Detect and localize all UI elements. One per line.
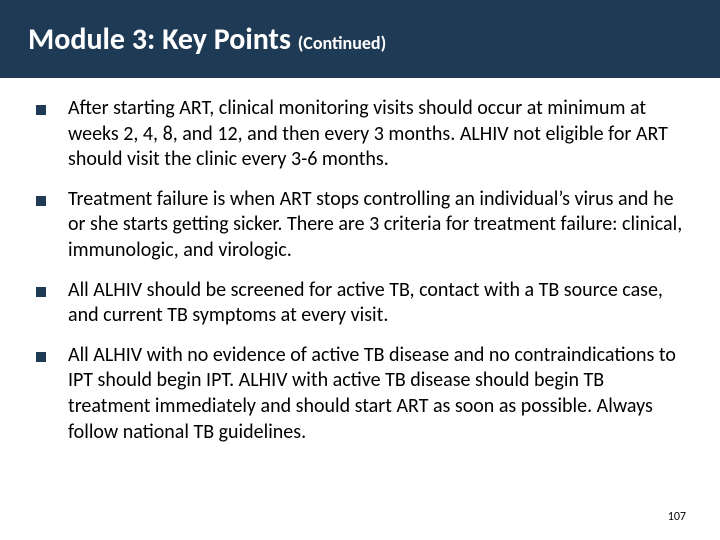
slide-header: Module 3: Key Points (Continued) [0,0,720,78]
square-bullet-icon [36,105,46,115]
bullet-list: After starting ART, clinical monitoring … [36,96,684,445]
list-item: All ALHIV with no evidence of active TB … [36,343,684,445]
title-sub: (Continued) [298,32,387,54]
list-item: All ALHIV should be screened for active … [36,278,684,329]
slide-title: Module 3: Key Points (Continued) [28,21,386,58]
list-item: Treatment failure is when ART stops cont… [36,187,684,264]
square-bullet-icon [36,352,46,362]
square-bullet-icon [36,196,46,206]
slide-body: After starting ART, clinical monitoring … [0,78,720,445]
bullet-text: All ALHIV with no evidence of active TB … [68,343,684,445]
bullet-text: All ALHIV should be screened for active … [68,278,684,329]
square-bullet-icon [36,287,46,297]
list-item: After starting ART, clinical monitoring … [36,96,684,173]
bullet-text: Treatment failure is when ART stops cont… [68,187,684,264]
slide: Module 3: Key Points (Continued) After s… [0,0,720,540]
title-main: Module 3: Key Points [28,21,298,58]
page-number: 107 [668,510,686,524]
bullet-text: After starting ART, clinical monitoring … [68,96,684,173]
